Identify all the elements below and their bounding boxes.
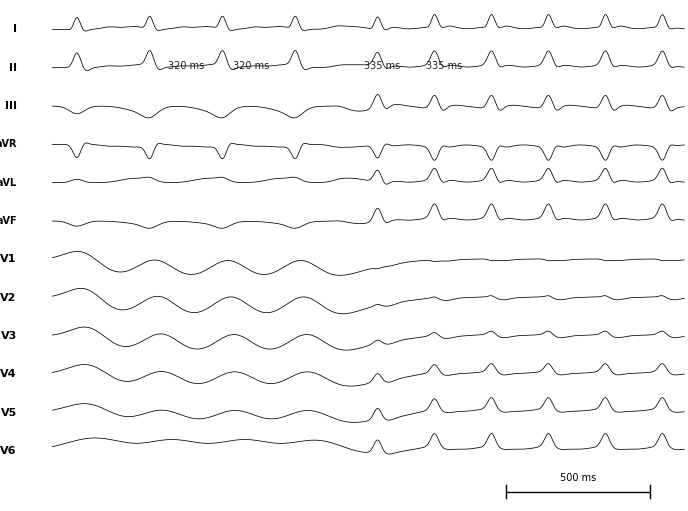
Text: 320 ms: 320 ms xyxy=(233,60,269,71)
Text: aVR: aVR xyxy=(0,140,17,149)
Text: V5: V5 xyxy=(1,408,17,417)
Text: III: III xyxy=(5,101,17,111)
Text: V3: V3 xyxy=(1,331,17,341)
Text: II: II xyxy=(9,63,17,73)
Text: V6: V6 xyxy=(0,446,17,456)
Text: 320 ms: 320 ms xyxy=(168,60,204,71)
Text: V4: V4 xyxy=(0,369,17,379)
Text: aVL: aVL xyxy=(0,178,17,188)
Text: I: I xyxy=(13,25,17,34)
Text: V2: V2 xyxy=(1,293,17,303)
Text: 335 ms: 335 ms xyxy=(426,60,462,71)
Text: V1: V1 xyxy=(1,254,17,264)
Text: 335 ms: 335 ms xyxy=(364,60,400,71)
Text: 500 ms: 500 ms xyxy=(560,473,596,483)
Text: aVF: aVF xyxy=(0,216,17,226)
